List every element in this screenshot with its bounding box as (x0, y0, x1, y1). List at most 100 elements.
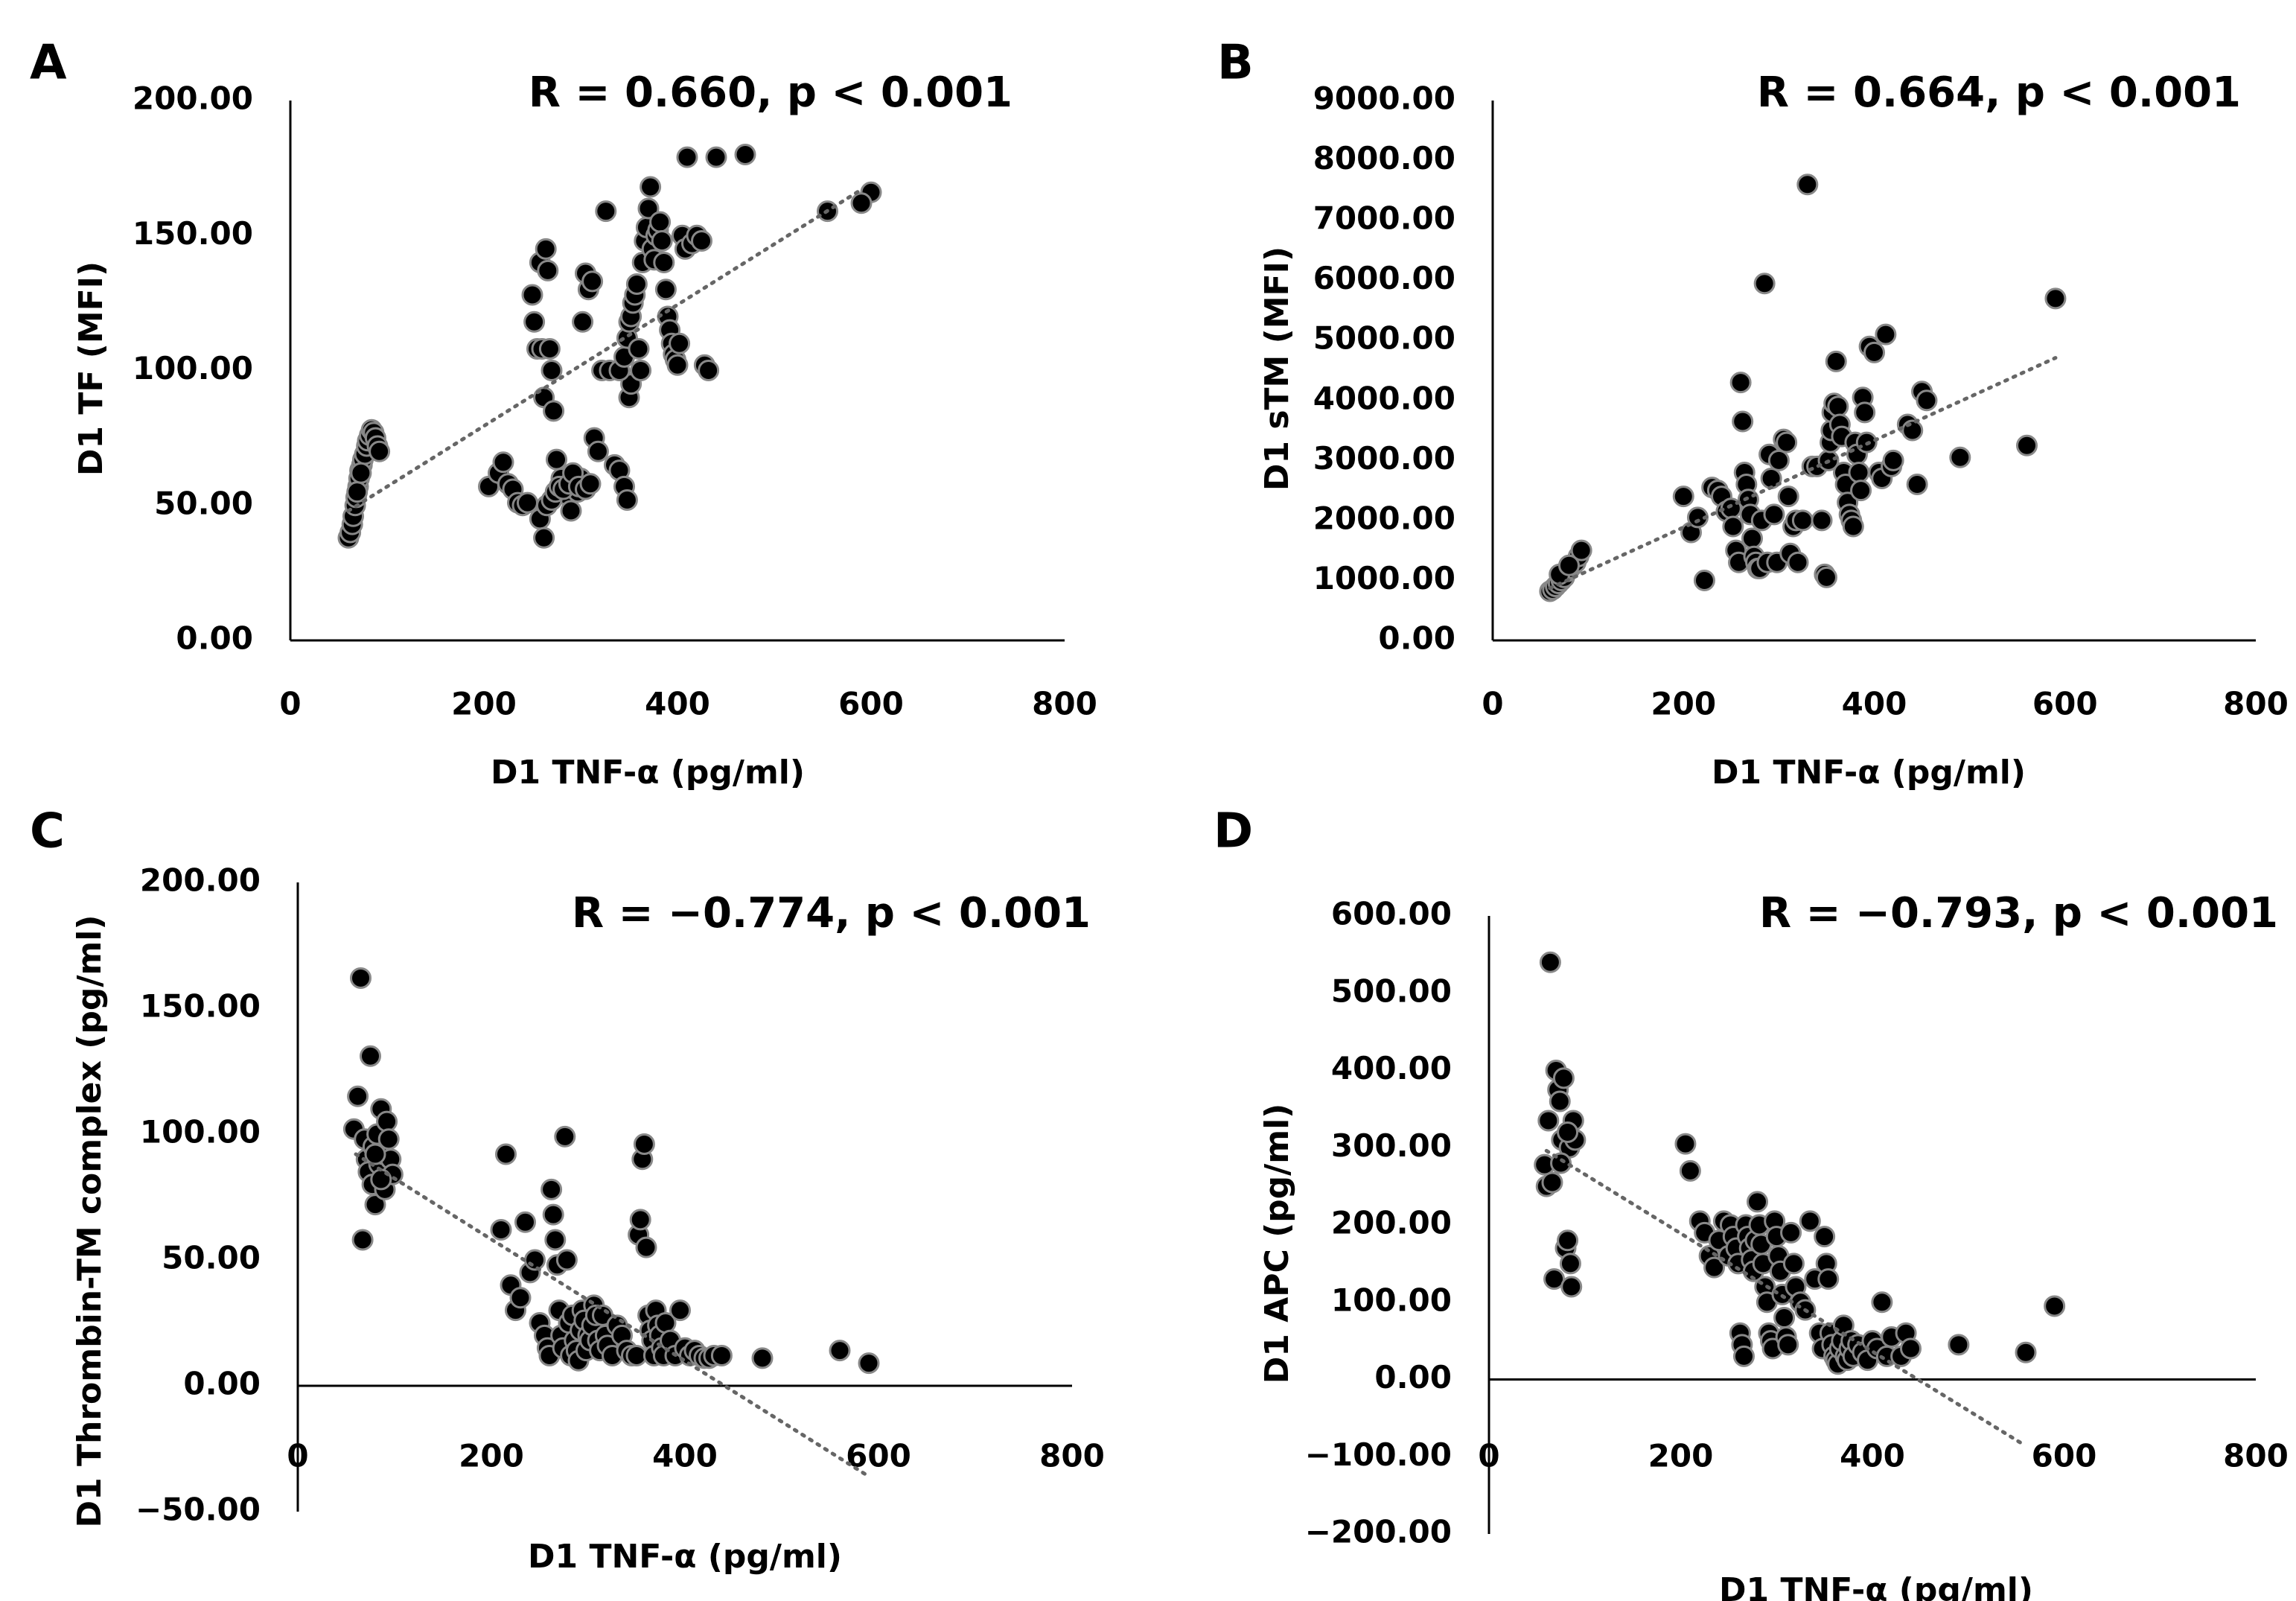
data-point (1558, 554, 1580, 576)
data-point (1796, 174, 1819, 196)
x-axis-title-b: D1 TNF-α (pg/ml) (1712, 754, 2026, 792)
y-axis-title-a: D1 TF (MFI) (72, 261, 110, 476)
y-axis-title-d: D1 APC (pg/ml) (1258, 1104, 1296, 1384)
data-point (572, 311, 594, 333)
data-point (581, 270, 604, 293)
data-point (625, 273, 648, 295)
data-point (1799, 1210, 1821, 1232)
stat-label-a: R = 0.660, p < 0.001 (529, 69, 1013, 117)
data-point (1543, 1268, 1566, 1290)
data-point (533, 526, 555, 549)
stat-label-c: R = −0.774, p < 0.001 (572, 889, 1091, 938)
data-point (1539, 951, 1561, 973)
y-tick-label: 100.00 (140, 1114, 261, 1150)
data-point (595, 200, 617, 223)
data-point (540, 360, 563, 381)
data-point (1732, 410, 1754, 433)
y-tick-label: 50.00 (162, 1240, 261, 1276)
data-point (1672, 486, 1694, 508)
x-tick-label: 200 (459, 1438, 524, 1474)
data-point (521, 284, 543, 306)
data-point (1906, 474, 1928, 496)
data-point (705, 146, 727, 168)
y-tick-label: 200.00 (1331, 1205, 1452, 1241)
data-point (364, 1194, 386, 1216)
data-point (1782, 1253, 1805, 1275)
x-tick-label: 800 (2223, 1438, 2289, 1474)
x-axis-title-c: D1 TNF-α (pg/ml) (528, 1538, 842, 1576)
y-tick-label: 100.00 (133, 350, 253, 386)
data-point (2015, 1341, 2037, 1363)
y-tick-label: 50.00 (154, 485, 253, 521)
data-point (1763, 503, 1785, 526)
data-point (666, 354, 689, 376)
data-point (546, 448, 567, 471)
y-tick-label: 0.00 (183, 1366, 261, 1402)
y-tick-label: 200.00 (133, 80, 253, 117)
data-point (1537, 1110, 1560, 1132)
data-point (1777, 1334, 1799, 1356)
panel-letter-d: D (1214, 804, 1253, 859)
x-tick-label: 800 (1039, 1438, 1105, 1474)
data-point (2016, 434, 2038, 456)
data-point (538, 338, 561, 360)
data-point (1850, 480, 1872, 502)
data-point (1848, 461, 1870, 483)
data-point (640, 176, 662, 198)
panel-c: C R = −0.774, p < 0.001 −50.00 0.00 50.00 100… (30, 804, 1105, 1576)
y-axis-title-b: D1 sTM (MFI) (1258, 246, 1296, 491)
data-point (751, 1347, 774, 1369)
data-point (1787, 551, 1809, 573)
y-tick-label: 600.00 (1331, 896, 1452, 932)
data-point (1703, 1256, 1726, 1279)
data-point (654, 278, 677, 301)
data-point (710, 1344, 733, 1366)
data-point (1560, 1276, 1583, 1298)
data-point (628, 338, 650, 360)
y-tick-label: 3000.00 (1313, 440, 1455, 477)
y-tick-label: 500.00 (1331, 973, 1452, 1009)
data-point (555, 1249, 578, 1271)
data-point (560, 500, 582, 522)
x-tick-label: 600 (2032, 1438, 2097, 1474)
y-tick-label: 6000.00 (1313, 260, 1455, 296)
data-point (635, 1236, 657, 1258)
panel-a: A R = 0.660, p < 0.001 0.00 50.00 100.00 150.… (30, 36, 1097, 792)
data-point (1557, 1229, 1579, 1252)
data-point (1825, 350, 1847, 372)
data-point (1827, 395, 1849, 418)
panel-letter-a: A (30, 36, 67, 91)
data-point (1559, 1253, 1581, 1275)
y-tick-label: 400.00 (1331, 1050, 1452, 1086)
data-point (1901, 419, 1924, 442)
data-point (1767, 449, 1790, 471)
data-point (858, 1352, 880, 1375)
data-point (1875, 323, 1897, 346)
x-tick-label: 400 (652, 1438, 718, 1474)
data-point (579, 473, 602, 495)
y-axis-title-c: D1 Thrombin-TM complex (pg/ml) (71, 915, 109, 1528)
data-point (850, 192, 873, 214)
data-point (1871, 1291, 1893, 1314)
data-point (1814, 1226, 1836, 1248)
data-point (1817, 1268, 1840, 1290)
data-point (669, 1299, 691, 1322)
data-point (524, 1249, 546, 1271)
stat-label-d: R = −0.793, p < 0.001 (1759, 889, 2278, 938)
panel-d: D R = −0.793, p < 0.001 −200.00 −100.00 0.00… (1214, 804, 2289, 1601)
data-point (542, 1203, 564, 1226)
y-tick-label: 9000.00 (1313, 80, 1455, 117)
data-point (1948, 1334, 1970, 1356)
data-point (1747, 1191, 1768, 1213)
trendline-c (354, 1152, 871, 1479)
data-point (1741, 527, 1763, 550)
data-point (653, 252, 675, 273)
data-point (637, 197, 660, 220)
data-point (1722, 515, 1744, 538)
data-point (2044, 1295, 2066, 1317)
data-point (364, 1143, 386, 1165)
data-point (350, 462, 372, 484)
data-point (1916, 389, 1938, 412)
y-tick-label: 0.00 (176, 620, 253, 657)
